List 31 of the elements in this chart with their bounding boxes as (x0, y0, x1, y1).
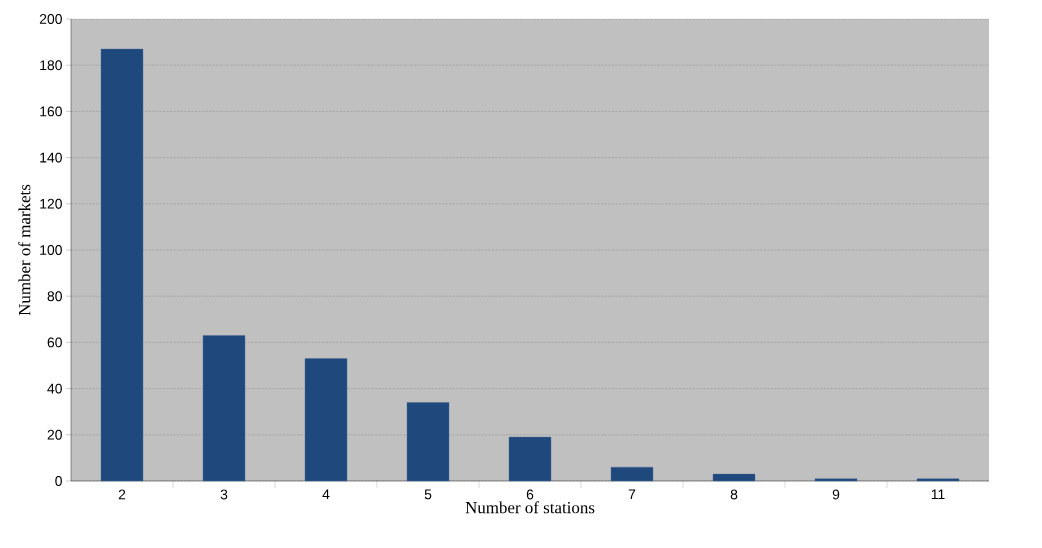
y-tick-label: 80 (47, 291, 62, 302)
bar (304, 358, 348, 482)
bar (712, 473, 756, 482)
y-tick-label: 200 (39, 14, 62, 24)
x-tick-label: 6 (526, 489, 534, 500)
bar (406, 402, 450, 482)
y-tick-label: 0 (55, 476, 62, 486)
y-tick-label: 60 (47, 337, 62, 348)
bar (202, 335, 246, 482)
x-tick-label: 4 (322, 489, 330, 500)
x-tick-label: 9 (832, 489, 840, 500)
y-tick-label: 180 (40, 60, 62, 71)
y-tick-label: 120 (40, 198, 62, 209)
bar (916, 478, 960, 482)
bar (610, 466, 654, 482)
bar (508, 436, 552, 482)
y-tick-label: 20 (47, 429, 62, 440)
x-tick-label: 8 (730, 489, 738, 500)
x-tick-label: 5 (424, 489, 432, 500)
x-axis-title: Number of stations (465, 501, 595, 514)
y-tick-label: 40 (47, 383, 62, 394)
y-tick-label: 160 (40, 106, 62, 117)
bar (814, 478, 858, 482)
y-axis-title: Number of markets (18, 184, 31, 316)
x-tick-label: 2 (118, 489, 126, 500)
x-tick-label: 7 (628, 489, 636, 500)
y-tick-label: 140 (40, 152, 62, 163)
bar (100, 48, 144, 482)
y-tick-label: 100 (40, 245, 62, 255)
x-tick-label: 3 (220, 489, 228, 500)
x-tick-label: 11 (931, 489, 945, 500)
